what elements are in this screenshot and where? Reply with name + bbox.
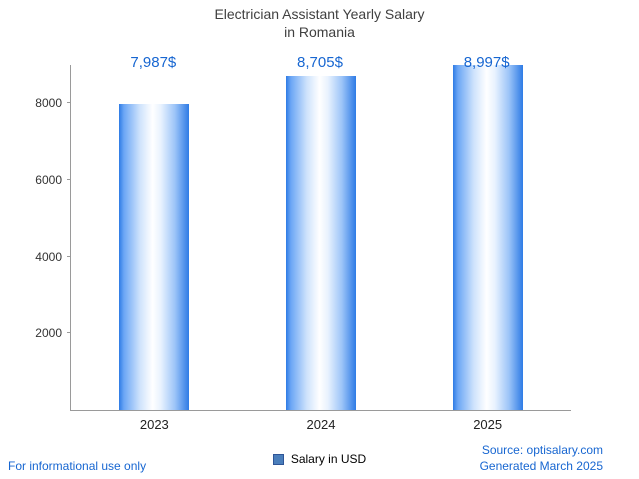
chart-title-line1: Electrician Assistant Yearly Salary	[214, 6, 425, 22]
plot-area: 2000 4000 6000 8000 2023 2024 2025	[35, 65, 571, 432]
bar-value-label: 7,987$	[130, 54, 177, 71]
legend-label: Salary in USD	[290, 452, 367, 466]
footer-source-block: Source: optisalary.com Generated March 2…	[480, 442, 603, 474]
chart-title-line2: in Romania	[284, 24, 355, 41]
x-axis-label: 2025	[473, 417, 503, 432]
y-axis-tick-label: 6000	[35, 173, 62, 187]
disclaimer-text: For informational use only	[8, 459, 147, 473]
bar-value-label: 8,997$	[463, 54, 510, 71]
bar-2025	[452, 65, 523, 410]
bar-value-label: 8,705$	[297, 54, 343, 71]
y-axis-tick-mark	[67, 332, 71, 334]
chart-title: Electrician Assistant Yearly Salary in R…	[0, 5, 639, 41]
x-axis-label: 2023	[139, 417, 169, 432]
y-axis-tick-mark	[67, 102, 71, 104]
legend: Salary in USD	[0, 452, 639, 466]
y-axis-tick-mark	[67, 179, 71, 180]
bar-2023	[119, 103, 190, 410]
x-axis-label: 2024	[306, 417, 336, 432]
y-axis-tick-label: 4000	[35, 249, 62, 264]
legend-marker-icon	[272, 453, 284, 465]
bar-2024	[286, 76, 356, 410]
generated-date: Generated March 2025	[479, 459, 603, 474]
y-axis-tick-label: 8000	[35, 96, 62, 111]
y-axis-tick-label: 2000	[35, 326, 62, 341]
y-axis-tick-mark	[67, 255, 71, 257]
source-link[interactable]: Source: optisalary.com	[481, 443, 603, 457]
